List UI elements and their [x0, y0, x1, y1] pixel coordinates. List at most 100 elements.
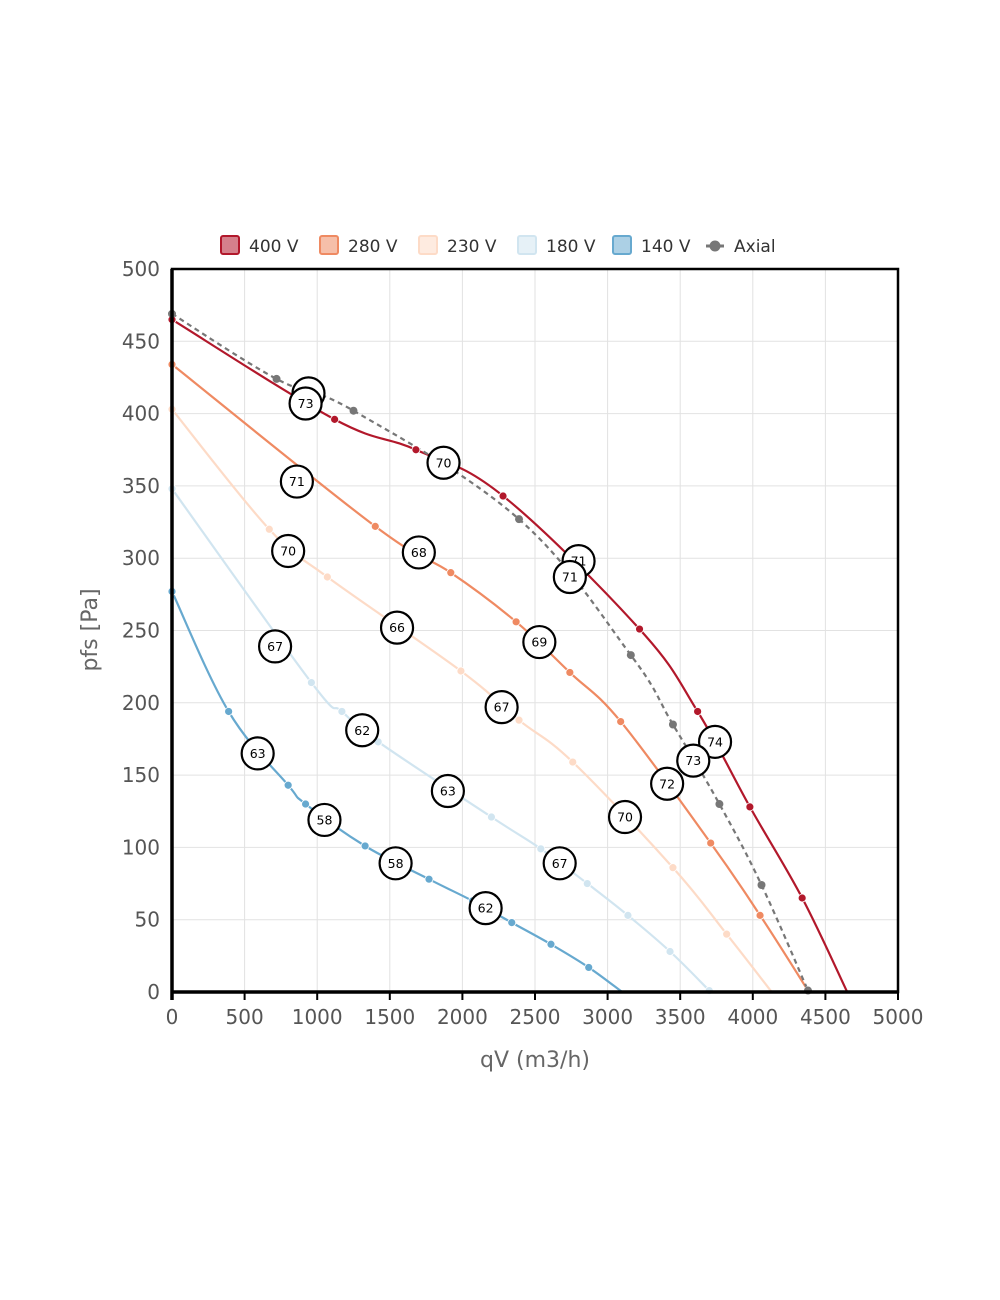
legend-label: 280 V	[348, 237, 398, 257]
data-point-280-v	[706, 838, 716, 848]
data-point-140-v	[584, 963, 594, 972]
series-line-280-v	[171, 363, 809, 992]
annotation-label: 62	[354, 723, 370, 738]
legend-swatch	[220, 235, 240, 255]
legend-item-400-v: 400 V	[220, 235, 299, 257]
legend-swatch-dot	[709, 240, 721, 252]
x-tick-label: 4000	[727, 1005, 778, 1029]
data-point-180-v	[337, 707, 347, 716]
data-point-400-v	[693, 707, 703, 716]
annotation-circle	[279, 464, 314, 499]
data-point-280-v	[565, 668, 575, 677]
x-tick-label: 4500	[800, 1005, 851, 1029]
data-point-230-v	[668, 863, 678, 873]
annotation-label: 58	[317, 812, 333, 827]
annotation-label: 69	[531, 635, 547, 650]
data-point-axial	[626, 651, 635, 660]
data-point-280-v	[755, 910, 765, 920]
legend-item-230-v: 230 V	[418, 235, 497, 257]
data-point-180-v	[665, 947, 675, 956]
annotation-circle	[650, 766, 685, 801]
x-tick-label: 5000	[873, 1005, 924, 1029]
annotation-label: 67	[494, 700, 510, 715]
x-tick-label: 3000	[582, 1005, 633, 1029]
y-tick-label: 500	[122, 257, 160, 281]
data-point-180-v	[306, 678, 316, 687]
y-tick-label: 200	[122, 691, 160, 715]
series-line-400-v	[171, 318, 849, 993]
x-tick-label: 1000	[292, 1005, 343, 1029]
data-point-140-v	[546, 939, 556, 949]
annotation-circle	[697, 724, 733, 759]
y-tick-label: 350	[122, 474, 160, 498]
efficiency-annotation: 67	[257, 629, 293, 664]
legend-item-140-v: 140 V	[612, 235, 691, 257]
efficiency-annotation: 62	[468, 891, 503, 926]
data-point-400-v	[635, 624, 644, 634]
data-point-140-v	[507, 918, 517, 927]
efficiency-annotations: 7373707170687171666967676274637372635870…	[240, 376, 733, 926]
data-point-280-v	[370, 521, 380, 531]
annotation-label: 68	[411, 545, 427, 560]
x-tick-label: 500	[226, 1005, 264, 1029]
annotation-label: 58	[388, 856, 404, 871]
annotation-circle	[552, 559, 587, 595]
data-point-280-v	[616, 717, 626, 726]
annotation-circle	[288, 386, 323, 421]
legend-swatch	[418, 235, 438, 255]
x-tick-label: 2000	[437, 1005, 488, 1029]
annotation-circle	[240, 736, 275, 771]
efficiency-annotation: 68	[401, 535, 436, 570]
efficiency-annotation: 70	[271, 533, 306, 569]
data-point-400-v	[411, 445, 421, 455]
data-point-400-v	[797, 893, 807, 903]
annotation-label: 63	[250, 746, 266, 761]
data-point-400-v	[498, 491, 508, 501]
legend-label: 230 V	[447, 237, 497, 257]
y-tick-label: 400	[122, 402, 160, 426]
y-tick-label: 50	[135, 908, 160, 932]
annotation-circle	[676, 743, 711, 778]
legend-item-180-v: 180 V	[517, 235, 596, 257]
efficiency-annotation: 58	[307, 802, 342, 838]
annotation-circle	[257, 629, 293, 664]
annotation-label: 70	[280, 543, 296, 558]
x-axis-label: qV (m3/h)	[480, 1048, 590, 1073]
efficiency-annotation: 66	[379, 610, 415, 645]
efficiency-annotation: 58	[378, 846, 413, 881]
efficiency-annotation: 71	[552, 559, 587, 595]
data-point-180-v	[582, 879, 592, 888]
annotation-label: 72	[659, 776, 675, 791]
annotation-circle	[426, 445, 461, 480]
legend-label: 180 V	[546, 237, 596, 257]
data-point-axial	[272, 374, 281, 383]
efficiency-annotation: 67	[484, 690, 519, 725]
annotation-label: 66	[389, 620, 405, 635]
annotation-circle	[542, 846, 577, 881]
annotation-label: 70	[617, 810, 633, 825]
efficiency-annotation: 73	[676, 743, 711, 778]
data-point-230-v	[264, 524, 274, 534]
efficiency-annotation: 70	[607, 799, 643, 835]
efficiency-annotation: 67	[542, 846, 577, 881]
efficiency-annotation: 73	[288, 386, 323, 421]
data-point-140-v	[360, 841, 370, 851]
annotation-label: 63	[440, 784, 456, 799]
legend: 400 V 280 V 230 V 180 V 140 V Axial	[220, 235, 776, 257]
data-point-axial	[757, 880, 766, 889]
data-point-230-v	[322, 572, 332, 582]
legend-label: 140 V	[641, 237, 691, 257]
annotation-circle	[484, 690, 519, 725]
data-point-axial	[515, 515, 524, 524]
tick-labels: 0 500 1000 1500 2000 2500 3000 3500 4000 4500 5000…	[122, 257, 924, 1029]
efficiency-annotation: 72	[650, 766, 685, 801]
data-point-280-v	[511, 617, 521, 627]
series-markers	[167, 309, 813, 995]
annotation-circle	[379, 610, 415, 645]
data-point-400-v	[330, 414, 340, 424]
y-tick-label: 0	[147, 980, 160, 1004]
annotation-circle	[271, 533, 306, 569]
legend-swatch	[319, 235, 339, 255]
plot-frame	[170, 267, 900, 1000]
x-tick-label: 1500	[364, 1005, 415, 1029]
